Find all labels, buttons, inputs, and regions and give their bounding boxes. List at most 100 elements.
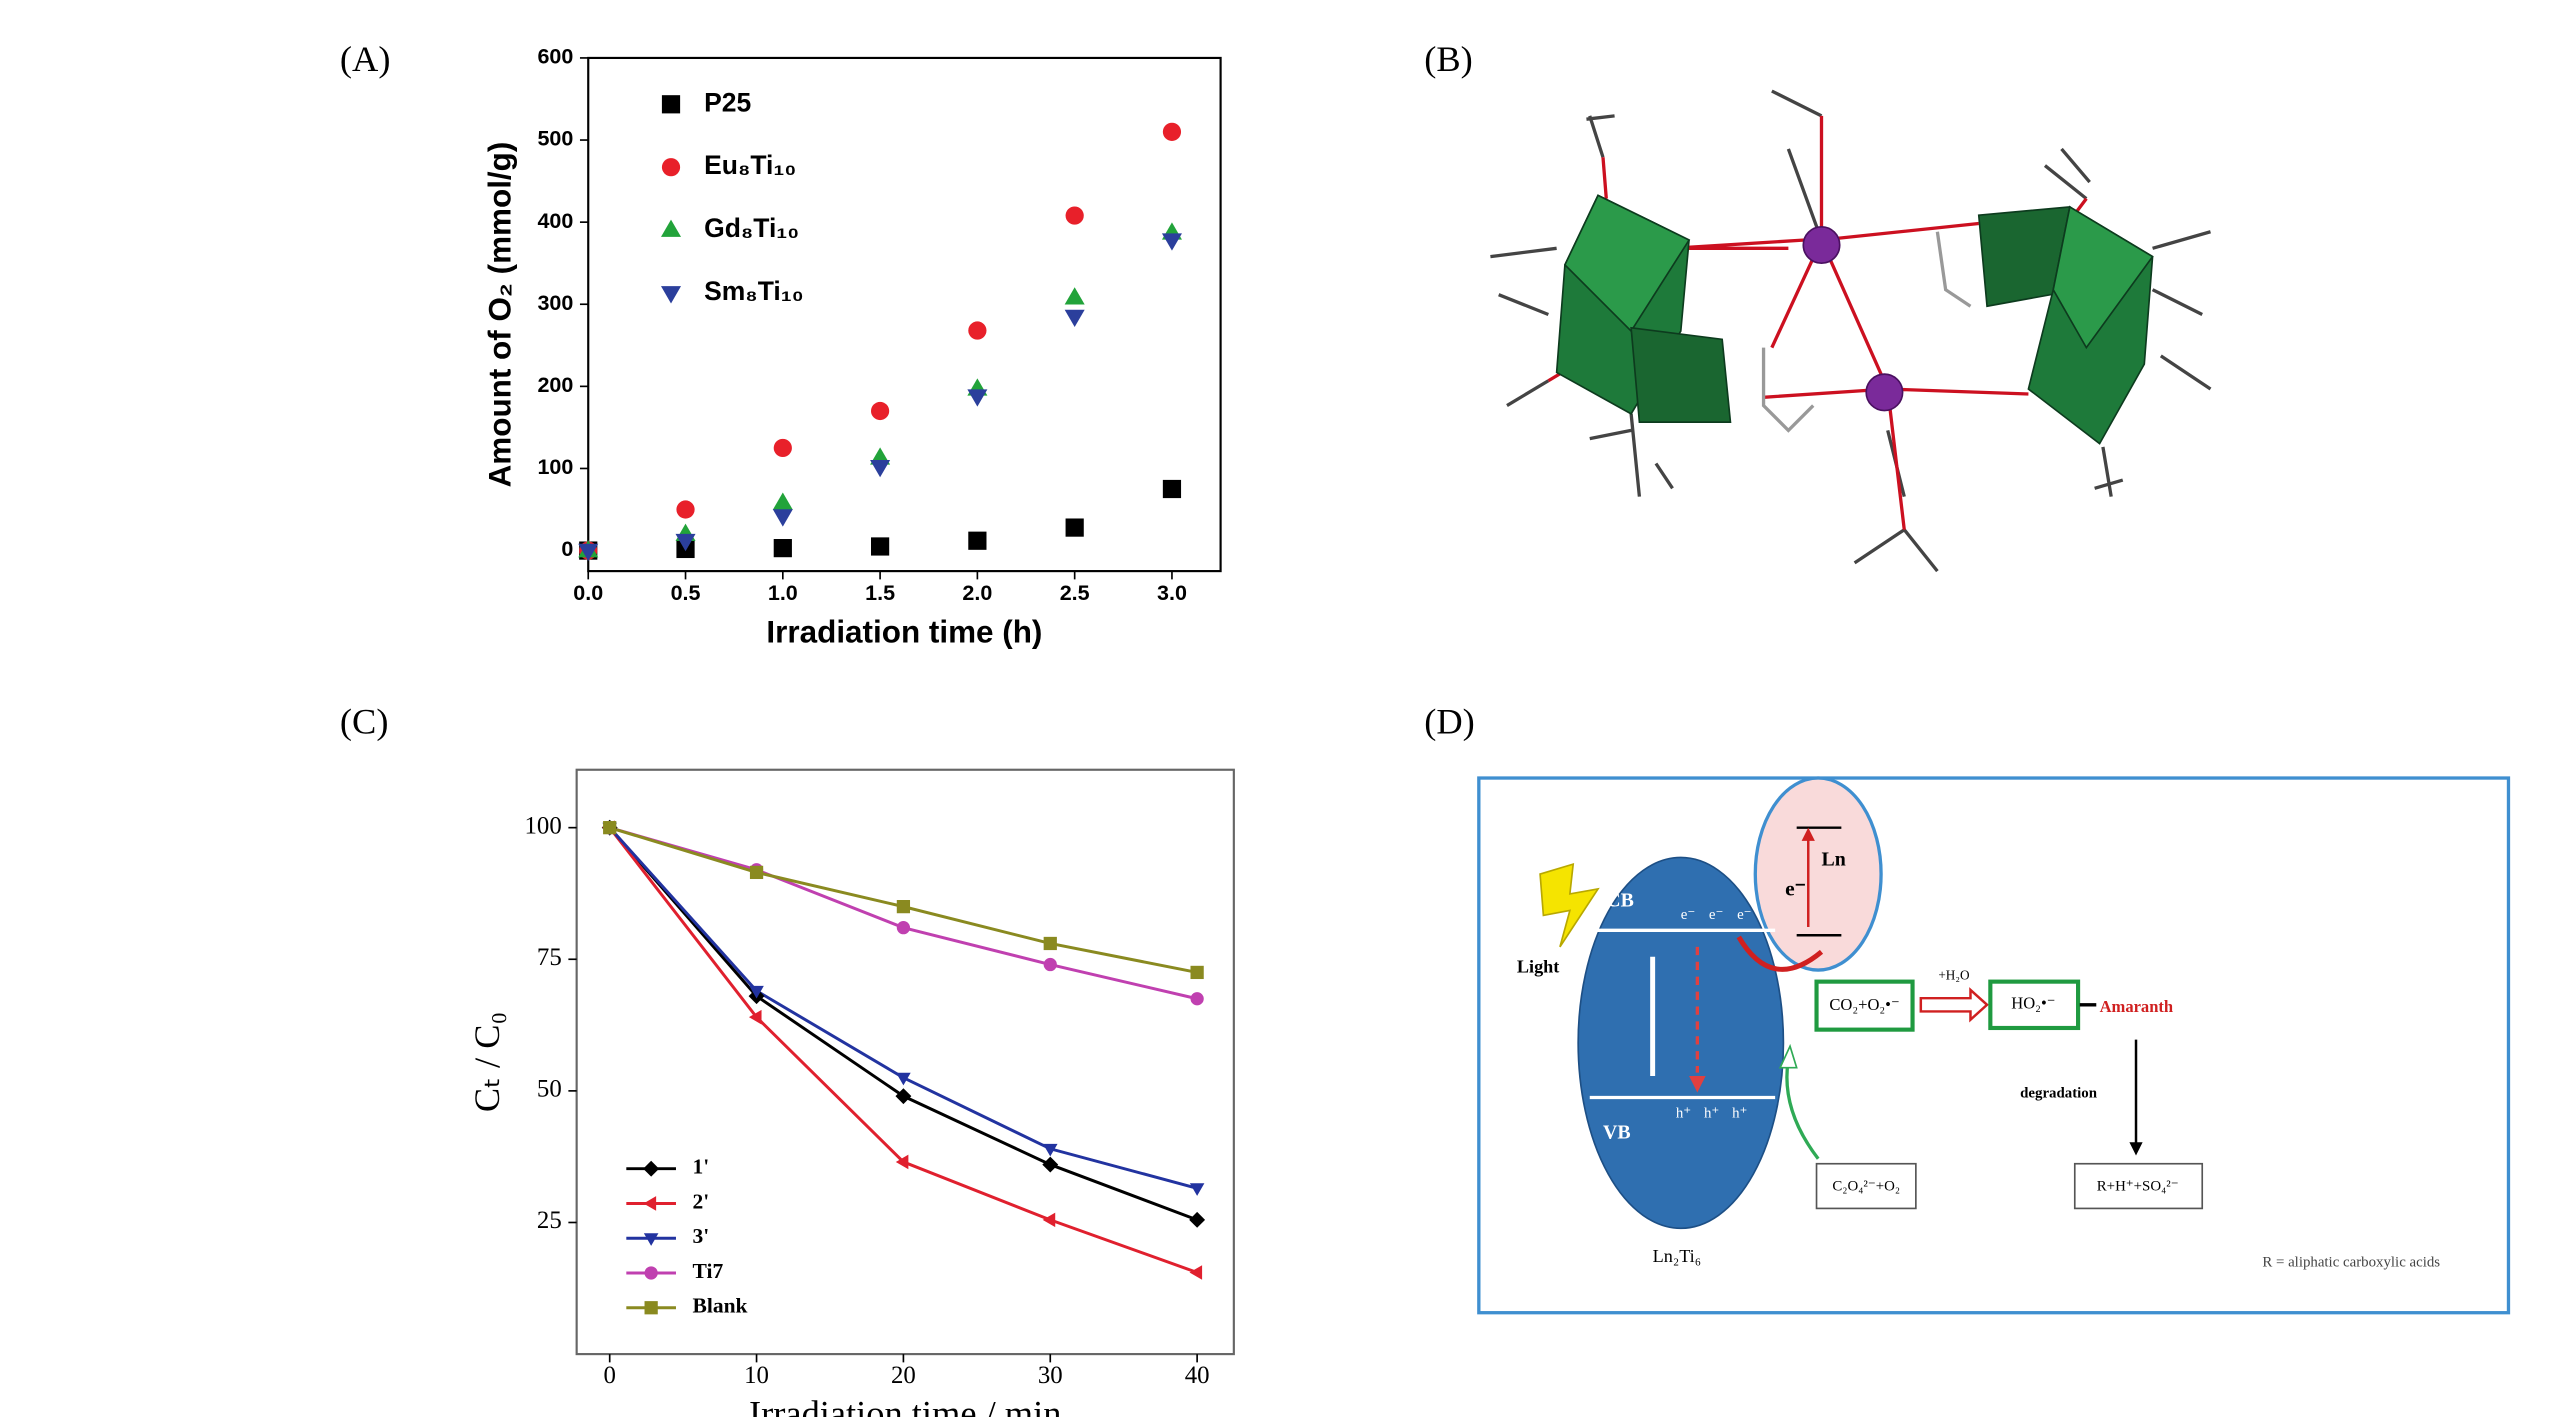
legend-label: Sm₈Ti₁₀	[704, 276, 804, 306]
y-tick-label: 500	[537, 127, 573, 151]
marker	[967, 389, 988, 407]
mechanism-diagram: CB e⁻ e⁻ e⁻ VB h⁺ h⁺ h⁺ Ln e⁻ Light Ln₂T…	[1477, 776, 2511, 1315]
molecule	[1490, 89, 2212, 573]
y-axis-label: Amount of O₂ (mmol/g)	[482, 142, 517, 488]
marker	[676, 500, 695, 519]
dye-label: Amaranth	[2100, 997, 2174, 1016]
x-tick-label: 2.5	[1060, 581, 1090, 605]
marker	[870, 537, 890, 556]
final-label: R+H⁺+SO₄²⁻	[2097, 1178, 2179, 1194]
polyhedra	[1555, 194, 2154, 445]
x-tick-label: 0.5	[671, 581, 701, 605]
legend-marker	[643, 1196, 657, 1211]
electron: e⁻	[1737, 907, 1751, 923]
electron-label: e⁻	[1785, 877, 1806, 901]
cb-label: CB	[1606, 890, 1634, 912]
legend-marker	[660, 286, 682, 304]
marker	[578, 543, 599, 562]
marker	[1190, 992, 1204, 1006]
light-label: Light	[1517, 957, 1559, 977]
x-tick-label: 40	[1185, 1362, 1210, 1389]
legend-marker	[660, 219, 682, 237]
plot-frame	[587, 56, 1222, 573]
marker	[870, 460, 891, 478]
marker	[1042, 1156, 1059, 1173]
marker	[1064, 287, 1085, 305]
hole: h⁺	[1704, 1105, 1719, 1121]
marker	[1065, 206, 1084, 225]
arrow-head	[1801, 827, 1815, 841]
x-tick-label: 1.5	[865, 581, 895, 605]
legend-marker	[644, 1266, 658, 1280]
panel-label: (D)	[1424, 701, 1475, 741]
marker	[1161, 233, 1182, 251]
y-axis-label: Cₜ / C₀	[467, 1012, 507, 1112]
marker	[1189, 1211, 1206, 1228]
arrow-head	[1778, 1043, 1798, 1069]
chart: 0.0 0.5 1.0 1.5 2.0 2.5 3.0 0 100 200 300 400 500 600…	[482, 45, 1222, 649]
electron: e⁻	[1709, 907, 1723, 923]
series-line	[608, 826, 1198, 1190]
x-axis-label: Irradiation time (h)	[766, 614, 1042, 649]
legend-marker	[661, 95, 681, 114]
radical-label: HO₂•⁻	[2011, 994, 2055, 1013]
marker	[1042, 1143, 1058, 1157]
arrow-head	[2129, 1142, 2143, 1156]
marker	[748, 1009, 762, 1025]
arrow-head	[1689, 1075, 1706, 1093]
marker	[1043, 957, 1057, 972]
panel-label: (B)	[1424, 39, 1473, 79]
semiconductor-ellipse	[1577, 856, 1785, 1230]
y-tick-label: 100	[525, 812, 562, 839]
marker	[1190, 965, 1204, 980]
electron: e⁻	[1681, 907, 1695, 923]
legend-label: P25	[704, 87, 751, 117]
legend-label: Eu₈Ti₁₀	[704, 150, 796, 180]
marker	[773, 539, 792, 558]
marker	[749, 865, 764, 880]
water-label: +H₂O	[1938, 968, 1970, 983]
marker	[1064, 309, 1085, 328]
marker	[1042, 1212, 1056, 1228]
degradation-label: degradation	[2020, 1086, 2098, 1102]
marker	[1189, 1265, 1203, 1280]
panel-label: (A)	[340, 39, 391, 79]
hole: h⁺	[1676, 1105, 1691, 1121]
marker	[896, 900, 911, 914]
product-label: CO₂+O₂•⁻	[1829, 995, 1899, 1014]
marker	[1189, 1183, 1205, 1196]
semiconductor-label: Ln₂Ti₆	[1653, 1246, 1701, 1266]
y-tick-label: 300	[537, 291, 573, 315]
x-tick-label: 2.0	[962, 581, 992, 605]
y-tick-label: 25	[537, 1207, 562, 1234]
legend-label: 3'	[693, 1224, 710, 1248]
marker	[968, 531, 987, 550]
y-tick-label: 600	[537, 45, 573, 69]
hollow-arrow	[1919, 987, 1989, 1023]
radical-box	[1988, 979, 2081, 1031]
legend-label: 1'	[693, 1155, 710, 1179]
x-tick-label: 30	[1038, 1362, 1063, 1389]
product-box	[1814, 979, 1915, 1032]
x-tick-label: 0	[603, 1362, 615, 1389]
plot-frame	[575, 768, 1235, 1356]
x-tick-label: 3.0	[1157, 581, 1187, 605]
legend-marker	[643, 1233, 659, 1246]
atom	[1865, 373, 1904, 412]
atom	[1802, 225, 1841, 265]
x-tick-label: 10	[744, 1362, 769, 1389]
marker	[896, 1072, 911, 1086]
light-bolt	[1539, 862, 1600, 948]
x-tick-label: 1.0	[768, 581, 798, 605]
legend-marker	[644, 1301, 658, 1315]
oxalate-box	[1815, 1162, 1917, 1210]
legend-label: Gd₈Ti₁₀	[704, 213, 799, 243]
legend-label: Blank	[693, 1294, 748, 1318]
marker	[675, 533, 696, 552]
transfer-arrow	[1736, 935, 1824, 972]
ln-label: Ln	[1821, 848, 1845, 870]
x-axis-label: Irradiation time / min	[749, 1393, 1061, 1417]
marker	[773, 438, 792, 458]
